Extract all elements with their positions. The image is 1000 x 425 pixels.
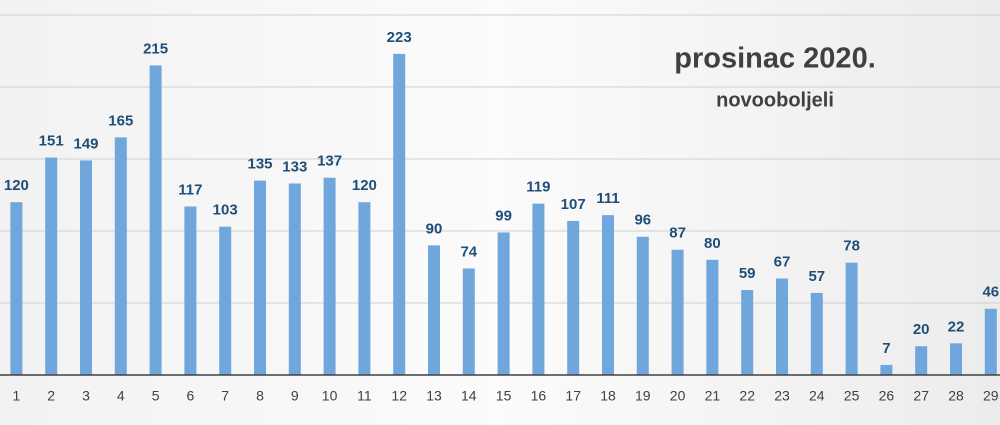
- bar: [636, 236, 649, 375]
- value-label: 74: [460, 243, 477, 260]
- value-label: 119: [526, 179, 550, 196]
- value-label: 57: [808, 268, 825, 285]
- x-tick-label: 21: [705, 388, 721, 404]
- bar: [80, 160, 92, 375]
- x-tick-label: 12: [391, 388, 407, 404]
- x-tick-label: 5: [152, 388, 160, 404]
- value-label: 215: [143, 40, 168, 57]
- x-tick-label: 19: [635, 388, 651, 404]
- value-label: 103: [213, 202, 238, 219]
- value-label: 90: [426, 220, 443, 237]
- bar: [45, 157, 58, 375]
- value-label: 137: [317, 153, 342, 170]
- x-tick-label: 4: [117, 388, 125, 404]
- bar: [602, 215, 614, 375]
- bar: [149, 65, 162, 376]
- x-tick-label: 23: [774, 388, 790, 404]
- bar: [428, 245, 440, 375]
- x-tick-label: 16: [531, 388, 547, 404]
- x-tick-label: 7: [221, 388, 229, 404]
- value-label: 120: [352, 177, 377, 194]
- x-tick-label: 6: [187, 388, 195, 404]
- value-label: 223: [387, 29, 412, 46]
- x-tick-label: 27: [913, 388, 929, 404]
- x-tick-label: 20: [670, 388, 686, 404]
- value-label: 133: [282, 158, 307, 175]
- x-tick-label: 29: [983, 388, 999, 404]
- chart-title: prosinac 2020.: [674, 43, 876, 75]
- x-tick-label: 28: [948, 388, 964, 404]
- x-tick-label: 25: [844, 388, 860, 404]
- x-tick-label: 1: [13, 388, 21, 404]
- value-label: 7: [882, 340, 890, 357]
- value-label: 117: [178, 181, 202, 198]
- x-tick-label: 9: [291, 388, 299, 404]
- value-label: 149: [73, 135, 98, 152]
- bar: [810, 292, 823, 375]
- x-tick-label: 24: [809, 388, 825, 404]
- value-label: 111: [596, 190, 619, 207]
- bar: [254, 180, 266, 375]
- bar: [845, 262, 858, 375]
- value-label: 20: [913, 321, 930, 338]
- x-tick-label: 10: [322, 388, 338, 404]
- bar: [567, 220, 580, 375]
- bar: [288, 183, 301, 375]
- x-tick-label: 18: [600, 388, 616, 404]
- bar: [10, 202, 23, 375]
- x-tick-label: 22: [739, 388, 755, 404]
- value-label: 67: [774, 253, 791, 270]
- bar: [776, 278, 788, 375]
- x-tick-label: 2: [47, 388, 55, 404]
- x-tick-label: 26: [879, 388, 895, 404]
- bar: [671, 249, 684, 375]
- bar: [706, 259, 719, 375]
- x-tick-label: 14: [461, 388, 477, 404]
- value-label: 135: [247, 156, 272, 173]
- value-label: 59: [739, 265, 756, 282]
- value-label: 107: [561, 196, 586, 213]
- bar: [219, 226, 232, 375]
- value-label: 78: [843, 238, 860, 255]
- bar: [323, 177, 336, 375]
- value-label: 22: [948, 318, 965, 335]
- bar: [393, 53, 406, 375]
- x-tick-label: 8: [256, 388, 264, 404]
- x-tick-label: 15: [496, 388, 512, 404]
- x-tick-label: 3: [82, 388, 90, 404]
- value-label: 87: [669, 225, 686, 242]
- x-tick-label: 13: [426, 388, 442, 404]
- bar: [462, 268, 475, 375]
- value-label: 120: [4, 177, 29, 194]
- bar: [984, 308, 997, 375]
- bar: [741, 290, 754, 375]
- x-tick-label: 11: [357, 388, 372, 404]
- bar: [532, 203, 545, 375]
- value-label: 46: [982, 284, 999, 301]
- bar: [358, 202, 371, 375]
- bar: [915, 346, 928, 375]
- bar: [184, 206, 197, 375]
- bar: [880, 364, 893, 375]
- bar: [950, 343, 962, 375]
- bar: [114, 137, 127, 375]
- bar: [497, 232, 510, 375]
- x-tick-label: 17: [565, 388, 581, 404]
- value-label: 80: [704, 235, 721, 252]
- value-label: 96: [634, 212, 651, 229]
- value-label: 99: [495, 207, 512, 224]
- chart-subtitle: novooboljeli: [716, 89, 834, 111]
- value-label: 165: [108, 112, 133, 129]
- value-label: 151: [39, 133, 64, 150]
